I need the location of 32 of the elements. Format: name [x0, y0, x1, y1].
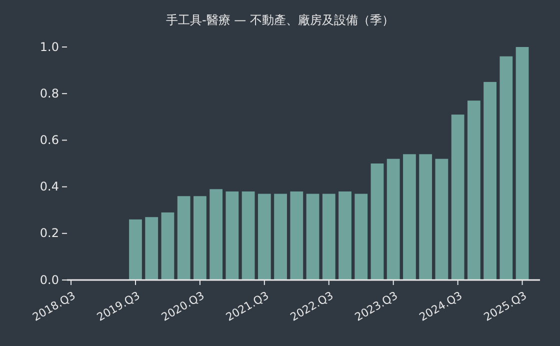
bar [451, 114, 464, 280]
bar [242, 191, 255, 280]
bar [258, 194, 271, 280]
y-tick-label: 0.6 [40, 133, 59, 148]
bar [467, 100, 480, 280]
bar [354, 194, 368, 280]
bar [129, 219, 142, 280]
bar [194, 196, 206, 280]
bar [145, 217, 158, 280]
bar [370, 164, 384, 280]
bar [419, 154, 432, 280]
y-tick-label: 0.4 [40, 180, 59, 194]
y-tick-label: 0.2 [40, 226, 59, 240]
chart-title: 手工具-醫療 — 不動產、廠房及設備（季） [166, 13, 394, 27]
bar [338, 191, 352, 280]
bar [484, 82, 496, 280]
bar [226, 191, 239, 280]
bar [386, 158, 400, 280]
bar [210, 189, 223, 280]
bar [290, 191, 304, 280]
y-tick-label: 1.0 [40, 40, 59, 54]
bar [322, 194, 336, 280]
y-tick-label: 0.0 [40, 272, 59, 287]
bar [274, 194, 287, 280]
bar [306, 194, 320, 280]
bar [403, 154, 416, 280]
bar [500, 56, 513, 280]
bar [435, 158, 448, 280]
y-tick-label: 0.8 [40, 86, 59, 100]
bar [177, 196, 190, 280]
bar [516, 47, 529, 280]
bar [161, 212, 174, 280]
